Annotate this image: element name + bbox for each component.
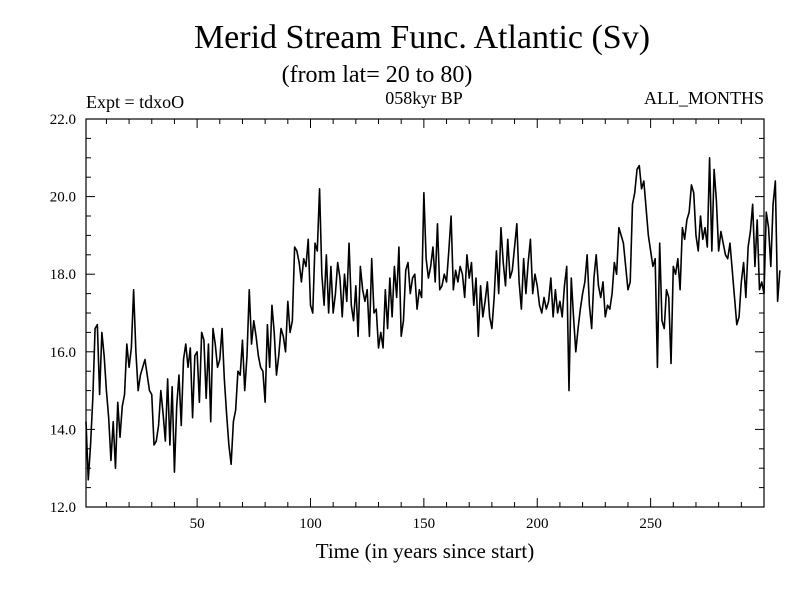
y-tick-label: 18.0 — [50, 267, 76, 283]
plot-frame — [85, 118, 765, 508]
x-tick-label: 200 — [526, 516, 549, 532]
y-tick-label: 12.0 — [50, 500, 76, 516]
y-tick-label: 14.0 — [50, 422, 76, 438]
period-label: 058kyr BP — [385, 88, 463, 108]
series-line — [85, 157, 781, 481]
x-tick-label: 150 — [413, 516, 436, 532]
x-tick-label: 50 — [190, 516, 205, 532]
x-tick-label: 100 — [299, 516, 322, 532]
chart-title: Merid Stream Func. Atlantic (Sv) — [194, 19, 650, 56]
axis-tick-labels: 50 100 150 200 250 12.0 14.0 16.0 18.0 20.0 22.0 — [50, 112, 662, 532]
y-tick-label: 20.0 — [50, 190, 76, 206]
chart-subtitle: (from lat= 20 to 80) — [282, 62, 473, 88]
y-tick-label: 16.0 — [50, 345, 76, 361]
x-tick-label: 250 — [639, 516, 662, 532]
experiment-label: Expt = tdxoO — [86, 92, 184, 112]
months-label: ALL_MONTHS — [644, 88, 764, 108]
y-tick-label: 22.0 — [50, 112, 76, 128]
x-axis-label: Time (in years since start) — [316, 539, 535, 563]
